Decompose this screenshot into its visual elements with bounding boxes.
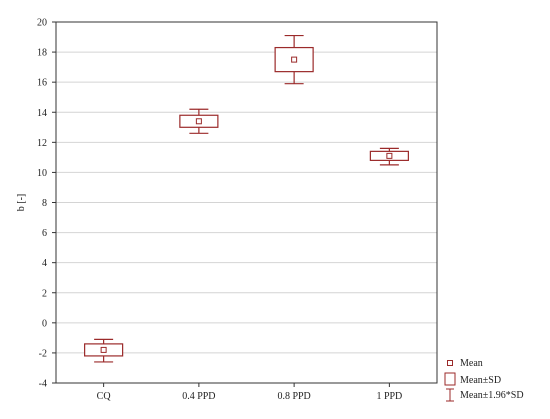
- box-1-ppd: [369, 147, 409, 166]
- mean-marker: [195, 118, 202, 125]
- mean-marker: [291, 56, 298, 63]
- y-tick-label: 2: [42, 288, 47, 299]
- mean-marker: [100, 346, 107, 353]
- y-tick-label: 14: [37, 108, 47, 119]
- box-0-4-ppd: [179, 108, 219, 134]
- y-tick-label: 20: [37, 18, 47, 29]
- plot-frame: [55, 21, 438, 384]
- x-tick-label: 1 PPD: [376, 391, 402, 402]
- y-tick-label: 6: [42, 228, 47, 239]
- y-tick-label: 8: [42, 198, 47, 209]
- y-tick-label: 16: [37, 78, 47, 89]
- y-tick-label: -4: [39, 379, 47, 390]
- y-tick-label: 10: [37, 168, 47, 179]
- y-tick-label: -2: [39, 348, 47, 359]
- data-boxes: [84, 34, 409, 363]
- box-cq: [84, 338, 124, 363]
- y-tick-labels: -4 -2 0 2 4 6 8 10 12 14 16 18 20: [37, 18, 56, 390]
- legend: Mean Mean±SD Mean±1.96*SD: [444, 358, 524, 402]
- legend-label-ci: Mean±1.96*SD: [460, 390, 524, 401]
- y-tick-label: 0: [42, 318, 47, 329]
- mean-marker: [386, 152, 393, 159]
- x-tick-labels: CQ 0.4 PPD 0.8 PPD 1 PPD: [97, 383, 402, 402]
- y-axis-label: b [-]: [16, 194, 27, 212]
- y-tick-label: 4: [42, 258, 47, 269]
- y-tick-label: 12: [37, 138, 47, 149]
- y-tick-label: 18: [37, 48, 47, 59]
- x-tick-label: 0.4 PPD: [182, 391, 215, 402]
- x-tick-label: CQ: [97, 391, 112, 402]
- legend-sd-icon: [444, 372, 456, 386]
- grid-lines: [56, 21, 437, 384]
- box-0-8-ppd: [274, 34, 314, 85]
- x-tick-label: 0.8 PPD: [277, 391, 310, 402]
- legend-label-sd: Mean±SD: [460, 375, 501, 386]
- legend-mean-icon: [447, 360, 453, 366]
- legend-label-mean: Mean: [460, 358, 483, 369]
